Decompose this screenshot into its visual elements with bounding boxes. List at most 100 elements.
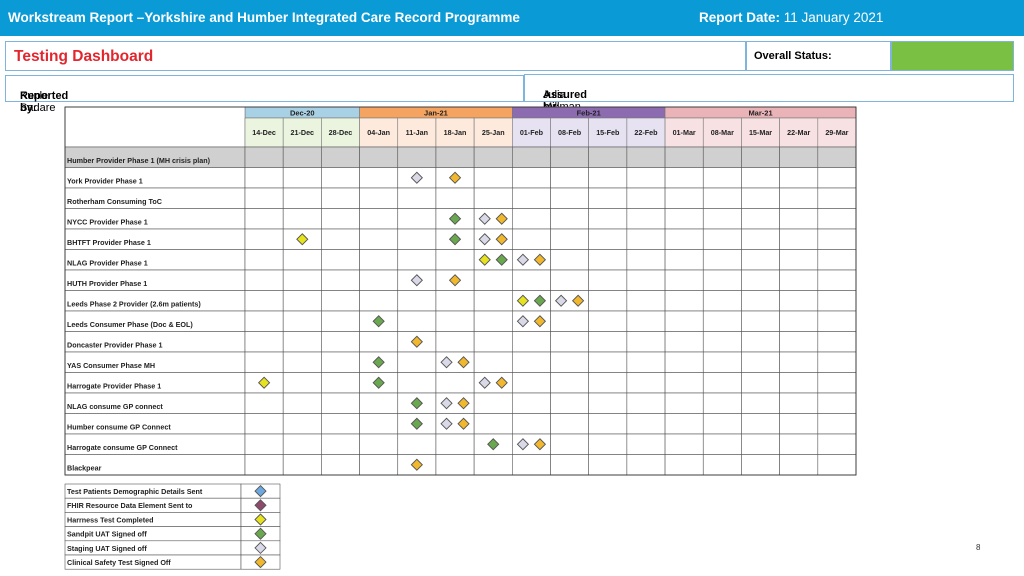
grid-cell <box>244 167 284 189</box>
milestone-diamond <box>478 212 491 225</box>
grid-cell <box>282 310 322 332</box>
grid-cell <box>702 167 742 189</box>
week-label: 29-Mar <box>825 128 848 137</box>
grid-cell <box>512 351 551 373</box>
grid-cell <box>741 331 780 353</box>
grid-cell <box>817 228 857 250</box>
milestone-diamond <box>410 335 423 348</box>
grid-cell <box>741 146 780 168</box>
grid-cell <box>359 167 399 189</box>
grid-cell <box>473 290 513 312</box>
week-header-cell <box>817 117 857 148</box>
grid-cell <box>779 290 819 312</box>
grid-cell <box>741 392 780 414</box>
grid-cell <box>588 208 628 230</box>
grid-cell <box>244 269 284 291</box>
gantt-border <box>64 106 857 476</box>
week-label: 11-Jan <box>406 128 428 137</box>
grid-cell <box>282 290 322 312</box>
row-label: HUTH Provider Phase 1 <box>67 279 147 288</box>
milestone-diamond <box>554 294 568 307</box>
week-label: 01-Mar <box>673 128 696 137</box>
grid-cell <box>282 392 322 414</box>
grid-cell <box>321 413 360 435</box>
grid-cell <box>512 372 551 394</box>
legend-label: Test Patients Demographic Details Sent <box>67 487 203 496</box>
grid-cell <box>702 351 742 373</box>
week-label: 15-Feb <box>596 128 620 137</box>
dashboard-title-box: Testing Dashboard <box>5 41 746 71</box>
grid-cell <box>550 146 589 168</box>
grid-cell <box>779 454 819 476</box>
grid-cell <box>359 208 399 230</box>
row-label: NLAG Provider Phase 1 <box>67 259 148 268</box>
grid-cell <box>512 146 551 168</box>
grid-cell <box>321 310 360 332</box>
grid-cell <box>664 208 704 230</box>
grid-cell <box>473 351 513 373</box>
grid-cell <box>473 310 513 332</box>
overall-status-label: Overall Status: <box>754 50 832 62</box>
milestone-diamond <box>495 253 508 266</box>
grid-cell <box>626 392 666 414</box>
week-label: 08-Mar <box>711 128 734 137</box>
grid-cell <box>321 331 360 353</box>
grid-cell <box>321 208 360 230</box>
grid-cell <box>321 167 360 189</box>
grid-cell <box>779 351 819 373</box>
grid-cell <box>321 351 360 373</box>
reported-by-label: Reported by: <box>20 90 69 114</box>
grid-cell <box>359 290 399 312</box>
grid-cell <box>702 454 742 476</box>
month-header-label: Dec-20 <box>290 109 315 118</box>
legend-diamond-icon <box>254 484 267 498</box>
legend-label: Sandpit UAT Signed off <box>67 530 147 539</box>
row-label: Leeds Consumer Phase (Doc & EOL) <box>67 320 193 329</box>
legend-diamond-icon <box>254 499 267 512</box>
grid-cell <box>321 454 360 476</box>
grid-cell <box>664 433 704 455</box>
milestone-diamond <box>533 294 547 307</box>
grid-cell <box>741 413 780 435</box>
grid-cell <box>817 310 857 332</box>
grid-cell <box>817 392 857 414</box>
grid-cell <box>397 290 437 312</box>
grid-cell <box>741 351 780 373</box>
grid-cell <box>588 146 628 168</box>
grid-cell <box>588 331 628 353</box>
week-label: 04-Jan <box>367 128 390 137</box>
legend-label: Harrness Test Completed <box>67 515 154 524</box>
grid-cell <box>588 433 628 455</box>
legend-label: Clinical Safety Test Signed Off <box>67 558 171 567</box>
legend-label: FHIR Resource Data Element Sent to <box>67 501 193 510</box>
milestone-diamond <box>410 417 423 430</box>
row-label: Humber Provider Phase 1 (MH crisis plan) <box>67 156 211 165</box>
grid-cell <box>664 249 704 271</box>
grid-cell <box>664 187 704 209</box>
grid-cell <box>588 310 628 332</box>
grid-cell <box>817 454 857 476</box>
week-label: 22-Mar <box>787 128 810 137</box>
grid-cell <box>244 146 284 168</box>
grid-cell <box>741 187 780 209</box>
week-label: 01-Feb <box>520 128 544 137</box>
legend-label: Staging UAT Signed off <box>67 544 147 553</box>
grid-cell <box>779 413 819 435</box>
grid-cell <box>588 269 628 291</box>
grid-cell <box>817 331 857 353</box>
milestone-diamond <box>533 315 547 328</box>
grid-cell <box>244 392 284 414</box>
milestone-diamond <box>516 315 530 328</box>
grid-cell <box>664 146 704 168</box>
grid-cell <box>817 351 857 373</box>
milestone-diamond <box>516 294 530 307</box>
grid-cell <box>473 187 513 209</box>
grid-cell <box>817 413 857 435</box>
grid-cell <box>512 228 551 250</box>
grid-cell <box>473 454 513 476</box>
milestone-diamond <box>457 356 470 369</box>
milestone-diamond <box>571 294 585 307</box>
week-header-cell <box>282 117 322 148</box>
grid-cell <box>779 228 819 250</box>
week-header-cell <box>321 117 360 148</box>
